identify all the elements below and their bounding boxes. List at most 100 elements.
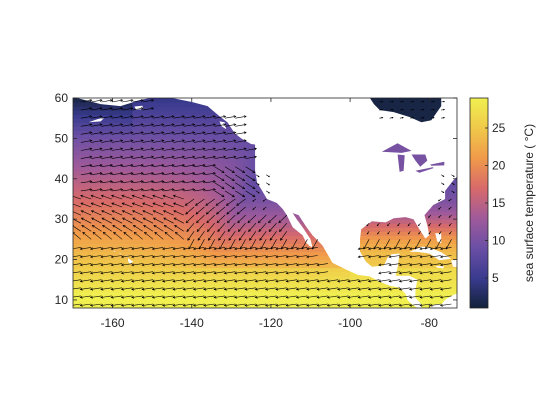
sst-cell [445,287,450,293]
sst-cell [112,130,118,135]
sst-cell [191,231,197,236]
sst-cell [255,303,260,308]
sst-cell [179,158,185,164]
sst-cell [84,291,90,297]
sst-cell [270,219,276,224]
sst-cell [207,231,213,236]
sst-cell [381,231,387,236]
sst-cell [104,271,110,277]
sst-cell [116,190,122,196]
sst-cell [175,259,181,265]
sst-cell [405,227,411,232]
sst-cell [116,158,122,164]
sst-cell [88,279,94,285]
sst-cell [164,190,169,196]
sst-cell [116,275,122,281]
sst-cell [389,303,395,308]
sst-cell [168,203,173,208]
sst-cell [231,203,236,208]
sst-cell [278,275,284,281]
sst-cell [223,243,228,249]
sst-cell [263,198,268,204]
sst-cell [282,227,288,232]
sst-cell [235,138,240,144]
sst-cell [96,303,102,308]
sst-cell [144,162,149,168]
sst-cell [104,114,110,119]
sst-cell [128,255,133,261]
sst-cell [219,186,225,192]
sst-cell [437,211,442,216]
sst-cell [286,291,292,297]
sst-cell [92,194,98,200]
sst-cell [128,207,133,212]
sst-cell [96,194,102,200]
sst-cell [369,303,375,308]
sst-cell [136,231,141,236]
sst-cell [203,174,209,180]
sst-cell [136,142,141,148]
sst-cell [100,106,106,111]
sst-cell [227,174,232,180]
sst-cell [140,287,145,293]
sst-cell [175,295,181,301]
sst-cell [199,166,205,172]
sst-cell [171,203,177,208]
sst-cell [227,255,232,261]
sst-cell [251,154,256,160]
sst-cell [191,190,197,196]
sst-cell [144,122,149,127]
sst-cell [251,223,256,228]
sst-cell [175,299,181,305]
sst-cell [92,295,98,301]
sst-cell [425,251,430,257]
sst-cell [164,106,169,111]
sst-cell [187,158,193,164]
sst-cell [310,287,316,293]
sst-cell [96,198,102,204]
sst-cell [322,255,327,261]
sst-cell [330,267,335,273]
sst-cell [235,207,240,212]
sst-cell [175,219,181,224]
sst-cell [239,235,244,240]
sst-cell [92,207,98,212]
sst-cell [80,102,86,107]
sst-cell [266,227,272,232]
sst-cell [274,219,280,224]
sst-cell [108,142,114,148]
sst-cell [92,198,98,204]
sst-cell [255,203,260,208]
sst-cell [381,255,387,261]
sst-cell [191,102,197,107]
sst-cell [282,243,288,249]
sst-cell [259,303,264,308]
sst-cell [152,211,157,216]
sst-cell [168,235,173,240]
sst-cell [425,279,430,285]
sst-cell [227,235,232,240]
sst-cell [286,227,292,232]
sst-cell [100,211,106,216]
sst-cell [191,182,197,188]
sst-cell [84,178,90,184]
sst-cell [187,243,193,249]
sst-cell [445,198,450,204]
sst-cell [441,295,446,301]
sst-cell [243,291,248,297]
sst-cell [243,251,248,257]
sst-cell [144,291,149,297]
sst-cell [112,170,118,176]
sst-cell [148,134,153,139]
sst-cell [92,279,98,285]
sst-cell [187,295,193,301]
sst-cell [175,170,181,176]
sst-cell [373,295,379,301]
sst-cell [358,275,363,281]
sst-cell [425,271,430,277]
sst-cell [235,239,240,244]
sst-cell [168,138,173,144]
sst-cell [298,247,304,253]
sst-cell [136,219,141,224]
sst-cell [437,263,442,269]
